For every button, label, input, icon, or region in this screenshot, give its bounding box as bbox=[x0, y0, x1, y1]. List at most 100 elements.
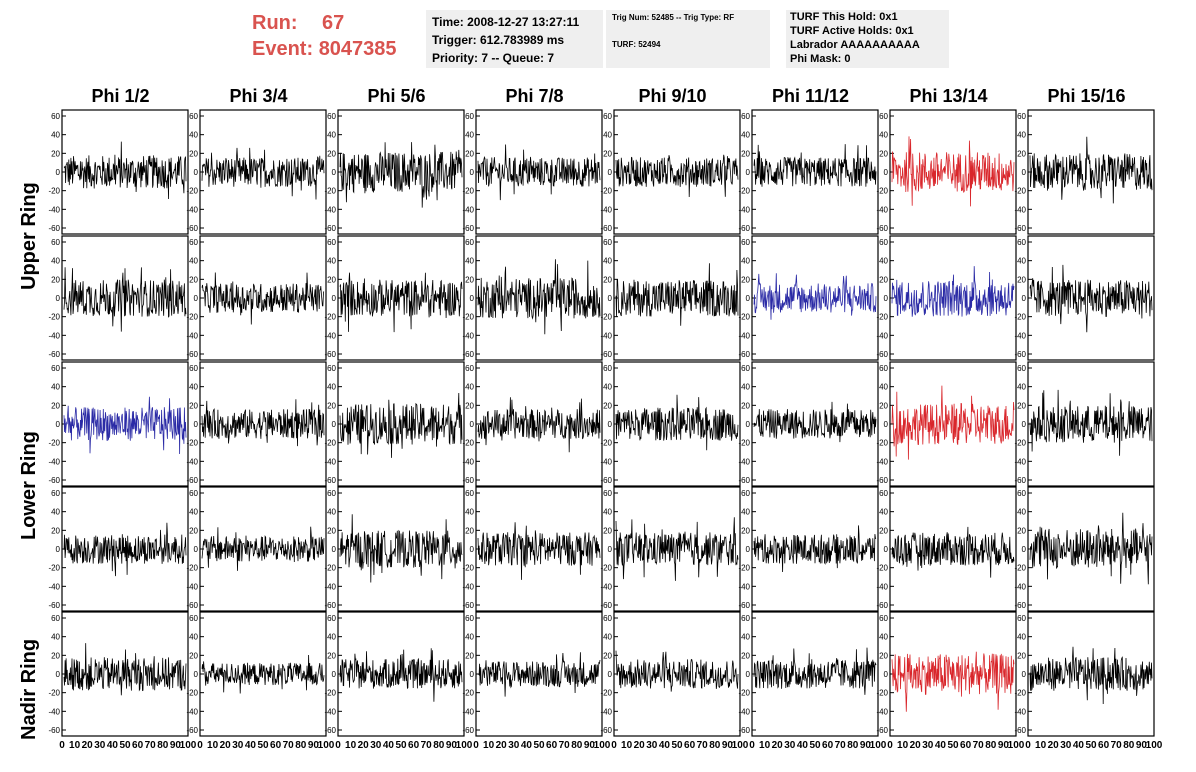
y-tick-label: 0 bbox=[194, 545, 199, 554]
y-tick-label: 20 bbox=[465, 275, 474, 284]
y-tick-label: 0 bbox=[608, 294, 613, 303]
waveform-panel: 60 40 20 0 -20 -40 -60 bbox=[462, 361, 603, 487]
y-tick-label: 40 bbox=[189, 508, 198, 517]
y-tick-label: 0 bbox=[56, 420, 61, 429]
y-tick-label: 0 bbox=[470, 294, 475, 303]
x-tick-label: 0 bbox=[473, 740, 479, 751]
y-tick-label: -20 bbox=[186, 689, 198, 698]
x-tick-label: 0 bbox=[887, 740, 893, 751]
x-tick-label: 60 bbox=[960, 740, 972, 751]
x-tick-label: 60 bbox=[1098, 740, 1110, 751]
y-tick-label: -40 bbox=[876, 457, 888, 466]
y-tick-label: -20 bbox=[1014, 187, 1026, 196]
waveform-trace bbox=[63, 267, 187, 332]
y-tick-label: 60 bbox=[1017, 614, 1026, 623]
x-tick-label: 30 bbox=[94, 740, 106, 751]
waveform-panel: 60 40 20 0 -20 -40 -60 bbox=[462, 235, 603, 361]
waveform-trace bbox=[477, 144, 601, 201]
x-tick-label: 100 bbox=[318, 740, 335, 751]
y-tick-label: -60 bbox=[324, 224, 336, 233]
column-title-phi-3-4: Phi 3/4 bbox=[229, 86, 288, 106]
y-tick-label: 20 bbox=[1017, 526, 1026, 535]
y-tick-label: 20 bbox=[1017, 149, 1026, 158]
x-tick-label: 20 bbox=[634, 740, 646, 751]
y-tick-label: -20 bbox=[48, 564, 60, 573]
y-tick-label: 0 bbox=[56, 294, 61, 303]
x-tick-label: 40 bbox=[1073, 740, 1085, 751]
waveform-trace bbox=[753, 647, 877, 695]
x-tick-label: 10 bbox=[207, 740, 219, 751]
y-tick-label: 0 bbox=[608, 670, 613, 679]
y-tick-label: -40 bbox=[1014, 582, 1026, 591]
trigger-info-box: Trig Num: 52485 -- Trig Type: RF TURF: 5… bbox=[606, 10, 770, 68]
y-tick-label: 20 bbox=[51, 401, 60, 410]
x-tick-label: 0 bbox=[59, 740, 65, 751]
y-tick-label: 20 bbox=[741, 401, 750, 410]
y-tick-label: 60 bbox=[741, 238, 750, 247]
y-tick-label: 0 bbox=[608, 545, 613, 554]
y-tick-label: -40 bbox=[48, 582, 60, 591]
x-tick-label: 10 bbox=[69, 740, 81, 751]
waveform-trace bbox=[477, 397, 601, 453]
y-tick-label: -40 bbox=[186, 205, 198, 214]
y-tick-label: 40 bbox=[879, 508, 888, 517]
x-tick-label: 0 bbox=[749, 740, 755, 751]
waveform-panel: 60 40 20 0 -20 -40 -60 bbox=[738, 109, 879, 235]
y-tick-label: 60 bbox=[327, 614, 336, 623]
x-tick-label: 10 bbox=[345, 740, 357, 751]
y-tick-label: 0 bbox=[56, 670, 61, 679]
x-tick-label: 10 bbox=[621, 740, 633, 751]
y-tick-label: 60 bbox=[603, 364, 612, 373]
x-tick-label: 20 bbox=[1048, 740, 1060, 751]
y-tick-label: -40 bbox=[48, 205, 60, 214]
y-tick-label: -60 bbox=[1014, 224, 1026, 233]
y-tick-label: -40 bbox=[48, 707, 60, 716]
waveform-panel: 60 40 20 0 -20 -40 -60 bbox=[186, 109, 327, 235]
y-tick-label: -20 bbox=[1014, 689, 1026, 698]
y-tick-label: -20 bbox=[738, 439, 750, 448]
y-tick-label: -40 bbox=[324, 331, 336, 340]
y-tick-label: 20 bbox=[1017, 275, 1026, 284]
y-tick-label: 0 bbox=[332, 545, 337, 554]
y-tick-label: 60 bbox=[879, 364, 888, 373]
y-tick-label: -40 bbox=[186, 457, 198, 466]
waveform-trace bbox=[1029, 646, 1153, 705]
waveform-panel: 60 40 20 0 -20 -40 -60 bbox=[1014, 109, 1155, 235]
y-tick-label: -60 bbox=[738, 224, 750, 233]
y-tick-label: -40 bbox=[876, 331, 888, 340]
y-tick-label: 60 bbox=[189, 112, 198, 121]
y-tick-label: 60 bbox=[1017, 238, 1026, 247]
y-tick-label: -20 bbox=[876, 187, 888, 196]
y-tick-label: -60 bbox=[186, 476, 198, 485]
trig-num-text: Trig Num: 52485 -- Trig Type: RF bbox=[612, 13, 735, 22]
y-tick-label: 60 bbox=[327, 489, 336, 498]
waveform-panel: 60 40 20 0 -20 -40 -60 bbox=[48, 109, 189, 235]
y-tick-label: 40 bbox=[879, 257, 888, 266]
waveform-trace bbox=[1029, 512, 1153, 585]
y-tick-label: 40 bbox=[327, 633, 336, 642]
waveform-trace bbox=[615, 263, 739, 326]
y-tick-label: 20 bbox=[879, 526, 888, 535]
waveform-panel: 60 40 20 0 -20 -40 -60 bbox=[186, 486, 327, 612]
y-tick-label: 60 bbox=[327, 112, 336, 121]
y-tick-label: 40 bbox=[741, 131, 750, 140]
y-tick-label: -60 bbox=[462, 224, 474, 233]
x-tick-label: 100 bbox=[594, 740, 611, 751]
y-tick-label: 20 bbox=[879, 651, 888, 660]
y-tick-label: -40 bbox=[462, 457, 474, 466]
y-tick-label: -60 bbox=[1014, 476, 1026, 485]
y-tick-label: 20 bbox=[51, 526, 60, 535]
y-tick-label: -60 bbox=[48, 601, 60, 610]
y-tick-label: 0 bbox=[470, 545, 475, 554]
y-tick-label: -60 bbox=[462, 350, 474, 359]
y-tick-label: 40 bbox=[603, 131, 612, 140]
y-tick-label: 0 bbox=[884, 545, 889, 554]
y-tick-label: -40 bbox=[1014, 707, 1026, 716]
y-tick-label: 40 bbox=[51, 131, 60, 140]
waveform-trace bbox=[201, 526, 325, 571]
y-tick-label: 60 bbox=[327, 364, 336, 373]
y-tick-label: 40 bbox=[189, 131, 198, 140]
y-tick-label: -40 bbox=[738, 457, 750, 466]
y-tick-label: 20 bbox=[741, 651, 750, 660]
y-tick-label: 0 bbox=[746, 670, 751, 679]
